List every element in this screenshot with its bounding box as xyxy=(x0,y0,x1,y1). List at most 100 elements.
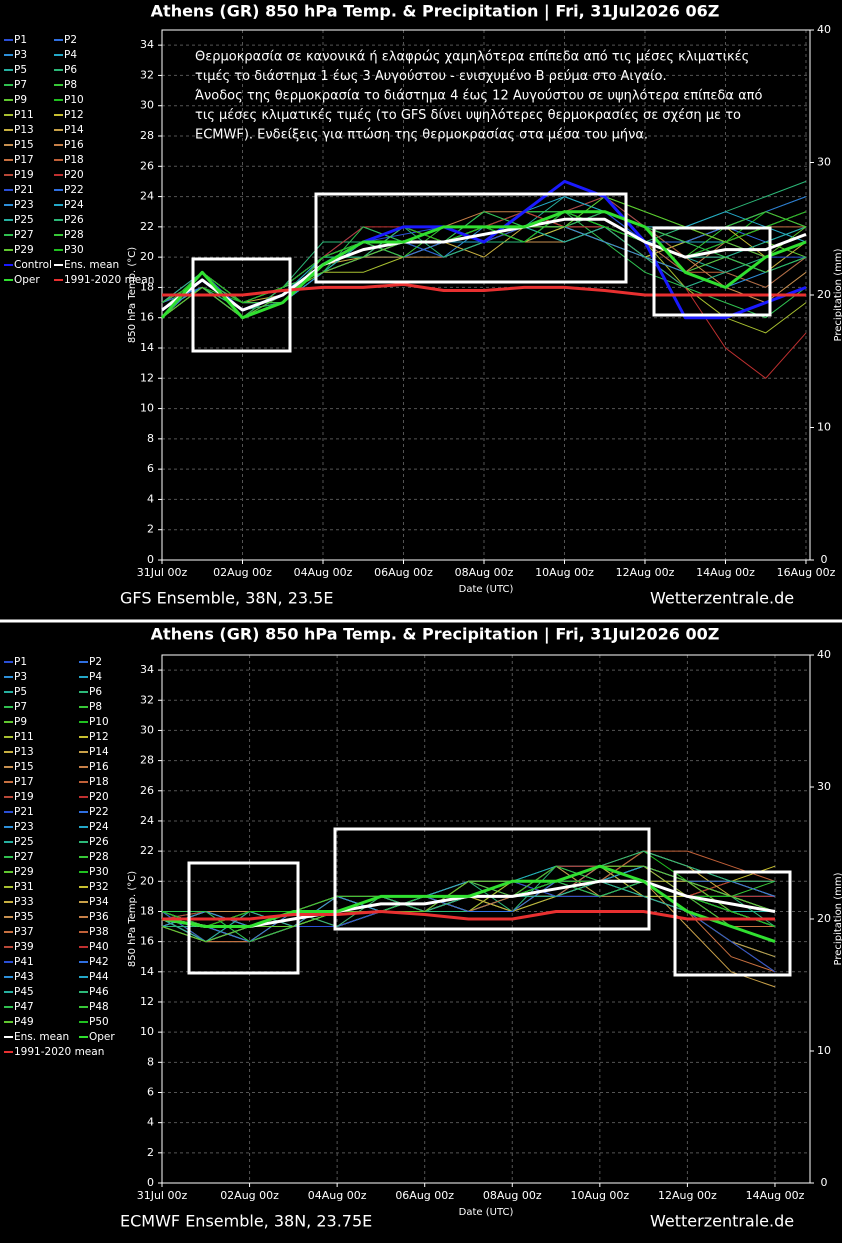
legend-label: P7 xyxy=(14,701,27,713)
y-tick-label: 4 xyxy=(147,492,154,505)
legend-label: P19 xyxy=(14,791,34,803)
legend-label: P6 xyxy=(89,686,102,698)
legend-label: P30 xyxy=(89,866,109,878)
legend-label: P22 xyxy=(64,184,84,196)
y-tick-label: 18 xyxy=(140,280,154,293)
y-tick-label: 0 xyxy=(147,1176,154,1189)
y2-tick-label: 40 xyxy=(817,648,831,661)
x-tick-label: 02Aug 00z xyxy=(220,1189,279,1202)
legend-label: P33 xyxy=(14,896,34,908)
box xyxy=(333,827,651,931)
series-line xyxy=(161,865,776,943)
legend-label: P26 xyxy=(64,214,84,226)
y-tick-label: 22 xyxy=(140,844,154,857)
y-tick-label: 26 xyxy=(140,159,154,172)
source-label: GFS Ensemble, 38N, 23.5E xyxy=(120,589,333,608)
y-tick-label: 16 xyxy=(140,311,154,324)
box xyxy=(673,870,792,977)
legend-label: Oper xyxy=(14,274,40,286)
y-tick-label: 6 xyxy=(147,462,154,475)
series-line xyxy=(162,282,806,297)
annotation: Άνοδος της θερμοκρασία το διάστημα 4 έως… xyxy=(195,89,762,104)
legend-label: Ens. mean xyxy=(64,259,119,271)
box xyxy=(314,192,628,284)
y-tick-label: 34 xyxy=(140,663,154,676)
x-tick-label: 06Aug 00z xyxy=(374,566,433,579)
legend-label: P24 xyxy=(89,821,109,833)
legend-label: P40 xyxy=(89,941,109,953)
y2-tick-label: 0 xyxy=(821,553,828,566)
x-tick-label: 04Aug 00z xyxy=(308,1189,367,1202)
legend-label: P12 xyxy=(89,731,109,743)
y2-tick-label: 10 xyxy=(817,421,831,434)
legend-label: P22 xyxy=(89,806,109,818)
legend-label: P25 xyxy=(14,214,34,226)
legend-label: P31 xyxy=(14,881,34,893)
y2-axis-label: Precipitation (mm) xyxy=(833,248,842,341)
x-axis-label: Date (UTC) xyxy=(459,584,514,595)
legend-label: P19 xyxy=(14,169,34,181)
legend-label: P1 xyxy=(14,34,27,46)
y2-tick-label: 20 xyxy=(817,288,831,301)
y-tick-label: 12 xyxy=(140,995,154,1008)
series-line xyxy=(161,864,776,944)
legend-label: P14 xyxy=(64,124,84,136)
y-tick-label: 18 xyxy=(140,904,154,917)
legend-label: P39 xyxy=(14,941,34,953)
legend-label: P23 xyxy=(14,199,34,211)
legend-label: P2 xyxy=(64,34,77,46)
legend-label: P20 xyxy=(64,169,84,181)
legend-label: P16 xyxy=(89,761,109,773)
annotation: τις μέσες κλιματικές τιμές (το GFS δίνει… xyxy=(195,108,741,123)
legend-label: P4 xyxy=(89,671,102,683)
x-tick-label: 06Aug 00z xyxy=(395,1189,454,1202)
legend-label: P4 xyxy=(64,49,77,61)
y-tick-label: 10 xyxy=(140,402,154,415)
legend-label: P20 xyxy=(89,791,109,803)
legend-label: P3 xyxy=(14,49,27,61)
y2-tick-label: 30 xyxy=(817,156,831,169)
y-tick-label: 24 xyxy=(140,814,154,827)
x-tick-label: 04Aug 00z xyxy=(294,566,353,579)
x-tick-label: 10Aug 00z xyxy=(570,1189,629,1202)
y-tick-label: 28 xyxy=(140,129,154,142)
y-tick-label: 14 xyxy=(140,341,154,354)
y-axis-label: 850 hPa Temp. (°C) xyxy=(127,871,138,967)
highlight-boxes xyxy=(187,192,792,977)
legend-label: P42 xyxy=(89,956,109,968)
legend-label: P15 xyxy=(14,139,34,151)
legend-label: P23 xyxy=(14,821,34,833)
y-tick-label: 14 xyxy=(140,965,154,978)
y-tick-label: 30 xyxy=(140,723,154,736)
series-line xyxy=(161,217,807,312)
legend-label: Oper xyxy=(89,1031,115,1043)
legend-label: P13 xyxy=(14,124,34,136)
credit-label: Wetterzentrale.de xyxy=(650,589,794,608)
legend-label: P5 xyxy=(14,686,27,698)
y-tick-label: 0 xyxy=(147,553,154,566)
plots: Athens (GR) 850 hPa Temp. & Precipitatio… xyxy=(4,2,842,1231)
legend-label: P1 xyxy=(14,656,27,668)
legend-label: P47 xyxy=(14,1001,34,1013)
legend-label: P18 xyxy=(89,776,109,788)
legend-label: P29 xyxy=(14,244,34,256)
legend-label: P10 xyxy=(89,716,109,728)
x-tick-label: 16Aug 00z xyxy=(777,566,836,579)
legend-label: P12 xyxy=(64,109,84,121)
y-tick-label: 2 xyxy=(147,1146,154,1159)
y2-tick-label: 20 xyxy=(817,912,831,925)
y-tick-label: 20 xyxy=(140,250,154,263)
y2-tick-label: 0 xyxy=(821,1176,828,1189)
legend-label: 1991-2020 mean xyxy=(64,274,154,286)
x-tick-label: 02Aug 00z xyxy=(213,566,272,579)
legend-label: P18 xyxy=(64,154,84,166)
legend-label: P28 xyxy=(89,851,109,863)
legend-label: P17 xyxy=(14,154,34,166)
legend-label: P8 xyxy=(64,79,77,91)
chart-title: Athens (GR) 850 hPa Temp. & Precipitatio… xyxy=(151,625,720,645)
x-tick-label: 14Aug 00z xyxy=(696,566,755,579)
panel: Athens (GR) 850 hPa Temp. & Precipitatio… xyxy=(4,625,842,1231)
legend-label: P49 xyxy=(14,1016,34,1028)
